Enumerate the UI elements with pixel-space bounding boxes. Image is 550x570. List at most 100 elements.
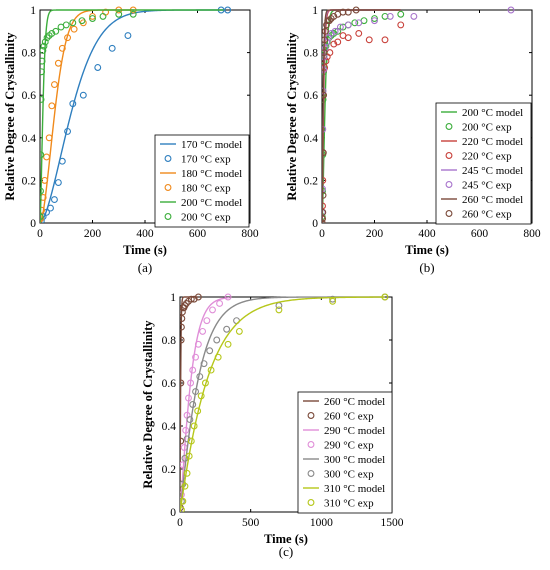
- legend-marker-swatch: [307, 499, 315, 506]
- exp-point-245: [327, 29, 335, 37]
- legend-entry: 180 °C model: [181, 168, 242, 180]
- model-line-245: [322, 9, 401, 223]
- x-tick-label: 800: [523, 228, 541, 240]
- exp-point-310: [197, 392, 205, 400]
- exp-point-310: [329, 297, 337, 305]
- exp-point-170: [69, 100, 77, 108]
- exp-point-220: [355, 29, 363, 37]
- exp-point-170: [94, 64, 102, 71]
- exp-point-260: [180, 323, 185, 331]
- model-line-220: [322, 9, 401, 223]
- exp-point-200: [48, 29, 56, 37]
- panel-label: (a): [138, 260, 152, 275]
- x-tick-label: 1000: [310, 517, 333, 529]
- legend-marker-swatch: [445, 210, 453, 217]
- y-tick-label: 0.4: [22, 133, 37, 145]
- y-axis-label: Relative Degree of Crystallinity: [141, 320, 155, 489]
- exp-point-200: [351, 19, 359, 27]
- exp-point-245: [507, 6, 515, 14]
- exp-point-220: [330, 40, 338, 48]
- y-tick-label: 0: [312, 218, 318, 230]
- exp-point-180: [70, 25, 78, 33]
- x-tick-label: 600: [471, 228, 489, 240]
- exp-point-310: [224, 340, 232, 348]
- y-tick-label: 0.8: [304, 48, 319, 60]
- exp-point-260: [330, 12, 338, 20]
- exp-point-260: [322, 191, 327, 199]
- exp-point-290: [182, 426, 190, 434]
- exp-point-260: [322, 49, 328, 57]
- exp-point-310: [181, 482, 189, 490]
- exp-point-260: [322, 215, 326, 223]
- y-tick-label: 0: [30, 218, 36, 230]
- legend-entry: 260 °C model: [462, 194, 523, 206]
- y-tick-label: 0.4: [304, 133, 319, 145]
- y-tick-label: 0.6: [304, 90, 319, 102]
- legend-entry: 200 °C exp: [462, 122, 512, 134]
- exp-point-200: [371, 15, 378, 22]
- exp-point-245: [322, 44, 329, 52]
- exp-point-220: [344, 34, 352, 42]
- legend-entry: 200 °C exp: [181, 212, 231, 224]
- exp-point-220: [322, 64, 329, 71]
- exp-point-260: [352, 6, 360, 14]
- legend-entry: 260 °C exp: [462, 209, 512, 221]
- exp-point-200: [40, 42, 48, 50]
- exp-point-290: [194, 340, 202, 348]
- exp-point-245: [344, 21, 352, 29]
- exp-point-310: [275, 306, 283, 314]
- exp-point-170: [79, 91, 87, 99]
- y-tick-label: 0.6: [22, 90, 37, 102]
- exp-point-220: [397, 21, 405, 29]
- exp-point-200: [40, 57, 46, 65]
- legend-entry: 220 °C model: [462, 136, 523, 148]
- exp-point-310: [381, 293, 389, 301]
- chart-panel-2: 0 200 400 600 800 0 0.2 0.4 0.6 0.8 1 Time (s) Relat…: [285, 5, 541, 275]
- exp-point-310: [180, 497, 187, 505]
- exp-point-290: [224, 293, 232, 301]
- x-tick-label: 0: [177, 517, 183, 529]
- exp-point-310: [194, 407, 202, 415]
- exp-point-200: [40, 187, 44, 195]
- x-tick-label: 400: [418, 228, 436, 240]
- exp-point-300: [200, 360, 208, 368]
- legend-entry: 170 °C exp: [181, 154, 231, 166]
- exp-point-220: [381, 36, 389, 44]
- x-axis-label: Time (s): [123, 243, 167, 257]
- exp-point-300: [189, 401, 197, 408]
- model-line-200: [40, 9, 224, 223]
- exp-point-170: [54, 179, 62, 186]
- exp-point-170: [224, 6, 232, 14]
- exp-point-260: [187, 295, 195, 303]
- exp-point-220: [365, 36, 373, 44]
- exp-point-260: [180, 336, 185, 344]
- exp-point-260: [182, 300, 190, 307]
- legend-entry: 300 °C model: [324, 454, 385, 466]
- exp-point-310: [190, 422, 198, 430]
- exp-point-245: [386, 12, 394, 20]
- exp-point-220: [322, 57, 330, 65]
- x-tick-label: 600: [189, 228, 207, 240]
- exp-point-180: [58, 44, 66, 52]
- y-tick-label: 1: [30, 5, 36, 17]
- exp-point-300: [186, 416, 194, 423]
- exp-point-260: [322, 27, 329, 35]
- legend-marker-swatch: [445, 123, 453, 130]
- legend-entry: 245 °C model: [462, 165, 523, 177]
- legend-entry: 200 °C model: [181, 197, 242, 209]
- exp-point-170: [108, 44, 116, 52]
- exp-point-310: [207, 366, 215, 374]
- exp-point-200: [40, 68, 46, 76]
- y-tick-label: 0.4: [162, 421, 177, 433]
- exp-point-260: [180, 315, 186, 322]
- exp-point-310: [187, 437, 195, 445]
- exp-point-200: [69, 19, 77, 27]
- legend-marker-swatch: [307, 441, 315, 448]
- x-tick-label: 200: [84, 228, 102, 240]
- y-tick-label: 0.8: [22, 48, 37, 60]
- chart-panel-1: 0 200 400 600 800 0 0.2 0.4 0.6 0.8 1 Time (s) Relat…: [3, 5, 259, 275]
- exp-point-180: [45, 134, 53, 142]
- legend-marker-swatch: [164, 213, 172, 220]
- legend-entry: 260 °C exp: [324, 411, 374, 423]
